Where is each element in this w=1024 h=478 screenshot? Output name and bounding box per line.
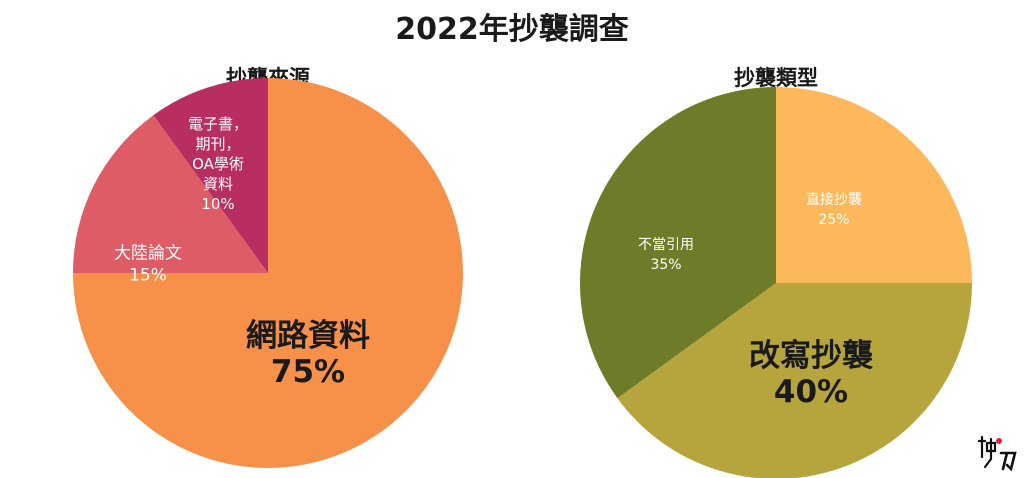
slice-label: 網路資料 75%: [246, 318, 370, 390]
chart-title-type: 抄襲類型: [734, 66, 818, 90]
pie-slice: [580, 86, 776, 399]
pie-slice: [73, 115, 268, 273]
pie-slice: [617, 283, 972, 478]
slice-label: 大陸論文 15%: [114, 244, 182, 286]
brand-logo-icon: [977, 435, 1017, 472]
page-title: 2022年抄襲調查: [395, 12, 629, 47]
slice-label: 直接抄襲 25%: [806, 191, 862, 228]
slice-label: 不當引用 35%: [638, 237, 694, 273]
slice-label: 電子書，期刊， OA學術資料 10%: [188, 115, 248, 213]
pie-slice: [153, 78, 268, 273]
slice-label: 改寫抄襲 40%: [749, 338, 874, 410]
pie-slice: [776, 87, 972, 283]
